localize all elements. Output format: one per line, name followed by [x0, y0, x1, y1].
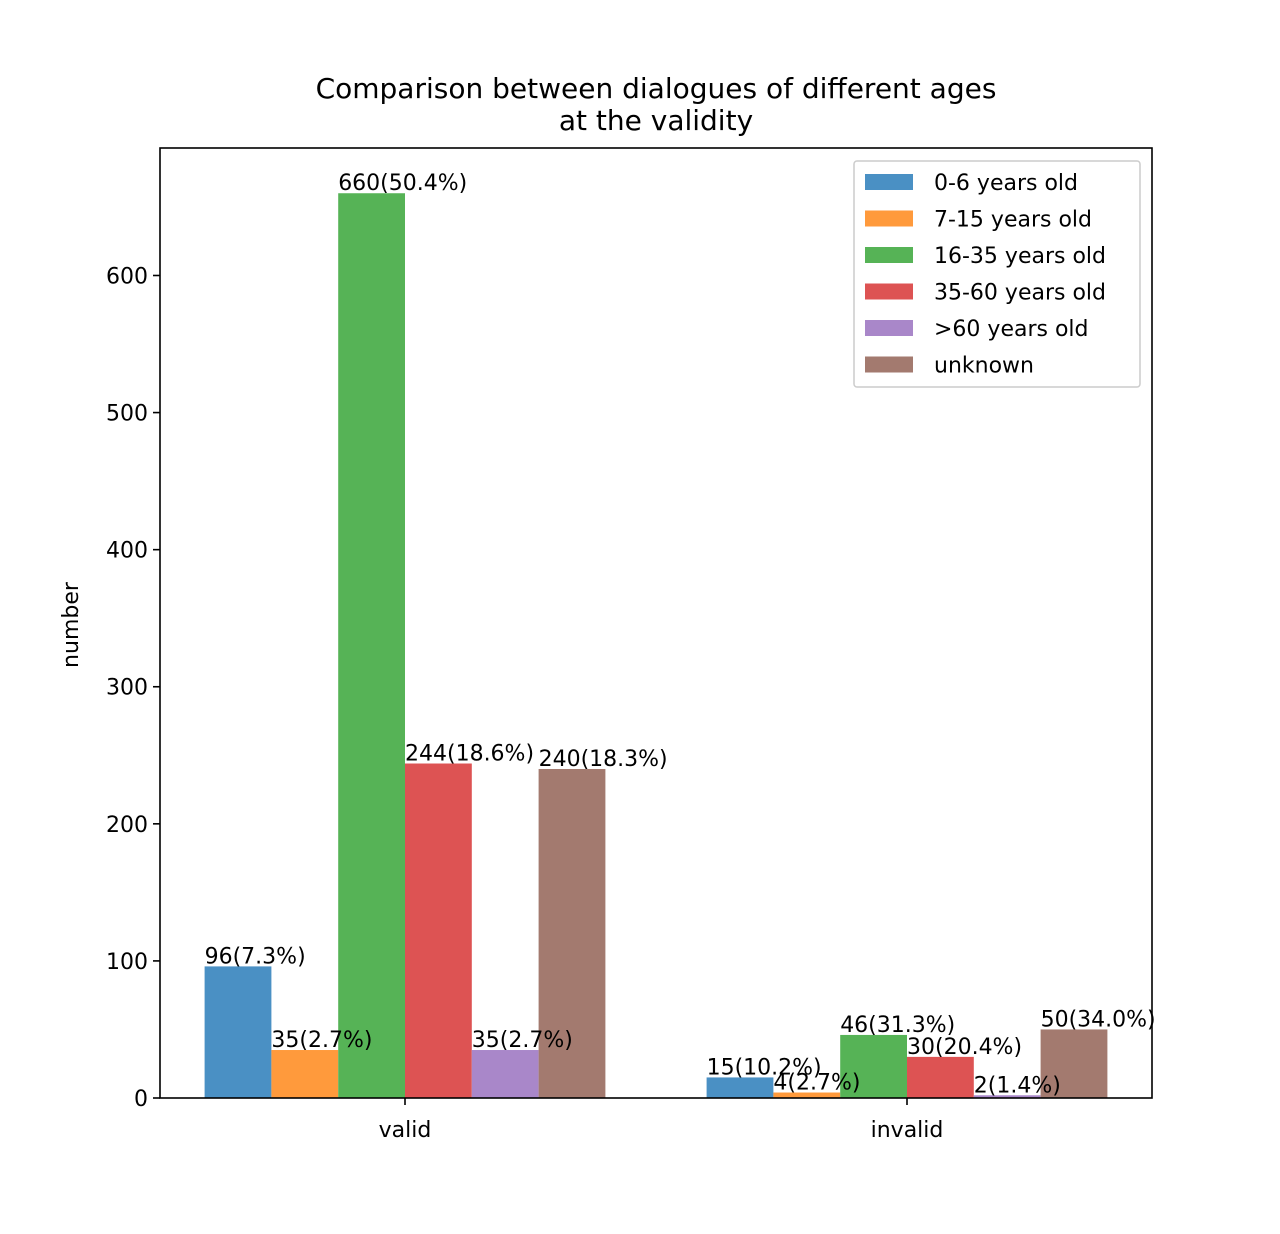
data-label-valid-series-3: 244(18.6%)	[405, 742, 534, 767]
y-tick-label: 400	[106, 539, 148, 564]
y-tick-label: 500	[106, 402, 148, 427]
legend-swatch-3	[865, 283, 913, 300]
legend: 0-6 years old 7-15 years old 16-35 years o…	[853, 160, 1141, 388]
y-tick-label: 200	[106, 813, 148, 838]
data-labels-group: 96(7.3%) 15(10.2%) 35(2.7%) 4(2.7%) 660(50.4…	[205, 171, 1156, 1098]
bar-invalid-series-2	[840, 1034, 907, 1098]
x-tick-label-invalid: invalid	[871, 1118, 944, 1143]
legend-label-3: 35-60 years old	[934, 281, 1106, 306]
bar-valid-series-3	[405, 763, 472, 1098]
data-label-invalid-series-3: 30(20.4%)	[907, 1035, 1022, 1060]
data-label-invalid-series-0: 15(10.2%)	[707, 1055, 822, 1080]
bar-valid-series-5	[538, 768, 606, 1098]
bar-valid-series-2	[338, 193, 405, 1098]
data-label-invalid-series-2: 46(31.3%)	[840, 1013, 955, 1038]
bar-invalid-series-4	[973, 1095, 1041, 1098]
bars-group	[204, 193, 1108, 1098]
bar-invalid-series-5	[1040, 1029, 1108, 1098]
legend-swatch-0	[865, 174, 913, 190]
data-label-invalid-series-1: 4(2.7%)	[773, 1071, 860, 1096]
data-label-invalid-series-4: 2(1.4%)	[974, 1073, 1061, 1098]
legend-swatch-1	[865, 210, 913, 227]
bar-invalid-series-0	[706, 1077, 774, 1098]
chart-title-line-1: Comparison between dialogues of differen…	[316, 72, 997, 105]
data-label-valid-series-0: 96(7.3%)	[205, 944, 306, 969]
y-tick-label: 100	[106, 950, 148, 975]
x-axis: valid invalid	[379, 1098, 944, 1143]
data-label-valid-series-1: 35(2.7%)	[271, 1028, 372, 1053]
legend-swatch-2	[865, 247, 913, 263]
y-axis: 0 100 200 300 400 500 600	[106, 264, 160, 1112]
legend-label-1: 7-15 years old	[934, 208, 1092, 233]
legend-swatch-5	[865, 356, 913, 373]
legend-label-2: 16-35 years old	[934, 244, 1106, 269]
legend-frame	[853, 160, 1141, 388]
plot-frame	[159, 147, 1153, 1099]
y-axis-label: number	[59, 581, 84, 668]
legend-swatch-4	[865, 320, 913, 336]
chart-title-line-2: at the validity	[559, 104, 753, 137]
data-label-valid-series-2: 660(50.4%)	[338, 171, 467, 196]
y-tick-label: 300	[106, 676, 148, 701]
y-tick-label: 600	[106, 264, 148, 289]
legend-label-0: 0-6 years old	[934, 171, 1078, 196]
x-tick-label-valid: valid	[379, 1118, 432, 1143]
data-label-valid-series-5: 240(18.3%)	[539, 747, 668, 772]
data-label-valid-series-4: 35(2.7%)	[472, 1028, 573, 1053]
bar-invalid-series-3	[907, 1056, 974, 1098]
bar-valid-series-0	[204, 966, 272, 1098]
bar-valid-series-1	[271, 1050, 339, 1098]
bar-valid-series-4	[471, 1050, 539, 1098]
legend-label-4: >60 years old	[934, 317, 1089, 342]
legend-label-5: unknown	[934, 354, 1034, 379]
data-label-invalid-series-5: 50(34.0%)	[1041, 1007, 1156, 1032]
y-tick-label: 0	[134, 1087, 148, 1112]
bar-invalid-series-1	[773, 1092, 841, 1098]
